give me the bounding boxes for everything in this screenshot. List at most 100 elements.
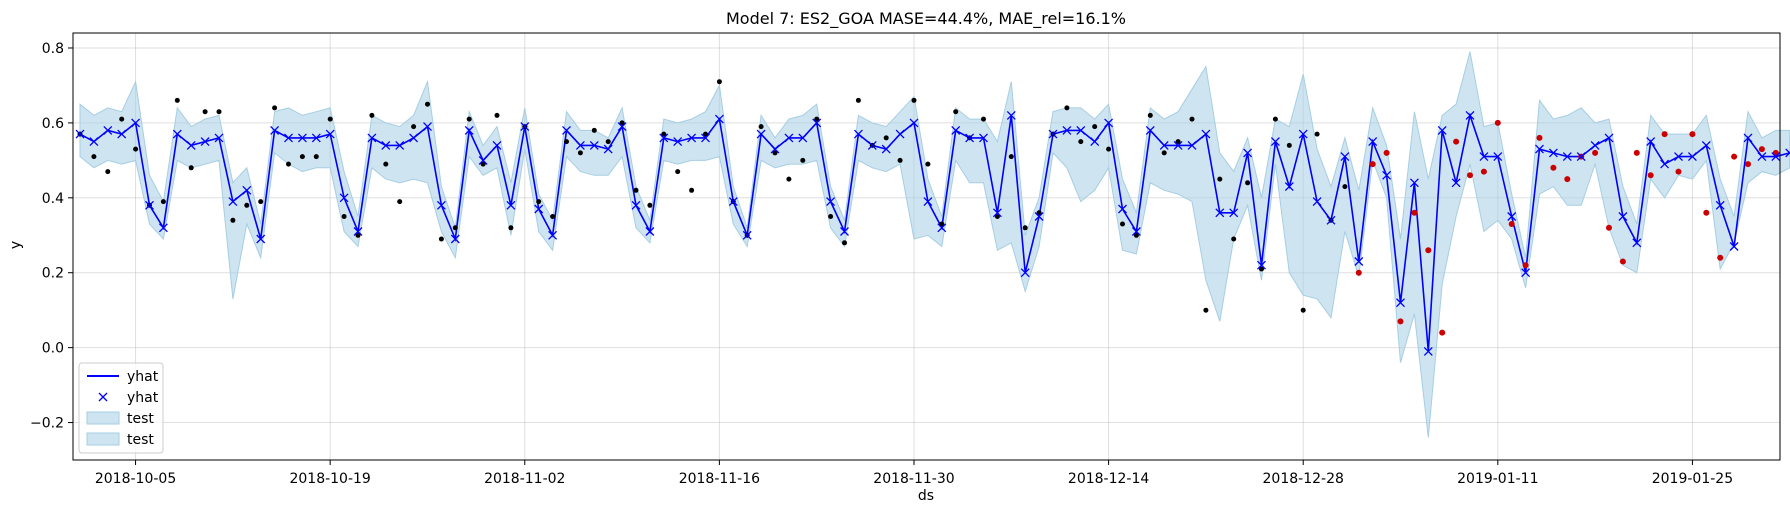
x-tick-label: 2019-01-11 [1457, 471, 1538, 487]
test-point [1703, 209, 1710, 216]
observed-point [633, 187, 639, 193]
observed-point [411, 124, 417, 130]
test-point [1369, 161, 1376, 168]
legend-label: test [127, 411, 154, 427]
forecast-marker [1382, 170, 1392, 180]
observed-point [855, 97, 861, 103]
y-tick-label: 0.0 [42, 341, 64, 357]
forecast-line [79, 112, 1790, 352]
observed-point [133, 146, 139, 152]
forecast-marker [1757, 152, 1767, 162]
observed-point [1259, 266, 1264, 272]
observed-point [480, 161, 486, 167]
forecast-marker [1368, 137, 1378, 147]
observed-point [466, 116, 472, 122]
forecast-marker [631, 200, 641, 210]
observed-point [1217, 176, 1223, 182]
legend: yhat yhat test test [78, 362, 164, 454]
observed-point [842, 240, 847, 246]
observed-point [619, 120, 625, 126]
forecast-marker [1215, 208, 1225, 218]
forecast-marker [1632, 238, 1642, 248]
y-tick-label: 0.2 [42, 266, 64, 282]
observed-point [494, 112, 500, 118]
test-point [1355, 269, 1362, 276]
observed-point [675, 169, 681, 175]
forecast-marker [742, 230, 752, 240]
test-point [1675, 168, 1682, 175]
forecast-marker [1340, 152, 1350, 162]
observed-point [1064, 105, 1070, 111]
test-point [1647, 172, 1654, 179]
observed-point [1092, 124, 1098, 130]
forecast-marker [1270, 137, 1280, 147]
observed-point [397, 199, 403, 205]
forecast-marker [784, 133, 794, 143]
observed-point [425, 101, 430, 107]
forecast-marker [1173, 140, 1183, 150]
test-point [1606, 224, 1612, 231]
forecast-marker [1521, 268, 1531, 278]
plot-area [72, 32, 1781, 461]
legend-label: test [127, 432, 154, 448]
forecast-marker [1187, 140, 1197, 150]
forecast-marker [1284, 182, 1294, 192]
forecast-marker [701, 133, 710, 143]
forecast-marker [1590, 140, 1600, 150]
forecast-marker [923, 197, 933, 207]
test-point [1745, 161, 1751, 168]
forecast-marker [200, 137, 210, 147]
forecast-marker [1118, 204, 1127, 214]
forecast-marker [381, 140, 391, 150]
test-point [1592, 149, 1599, 156]
observed-point [1106, 146, 1112, 152]
forecast-marker [478, 155, 488, 165]
observed-point [299, 154, 305, 160]
y-axis-ticks: −0.2 0.0 0.2 0.4 0.6 0.8 [30, 41, 73, 432]
chart-title: Model 7: ES2_GOA MASE=44.4%, MAE_rel=16.… [726, 9, 1126, 29]
y-tick-label: 0.8 [42, 41, 64, 57]
forecast-marker [1646, 137, 1656, 147]
forecast-marker [1687, 152, 1697, 162]
observed-point [1203, 307, 1209, 313]
observed-point [313, 154, 319, 160]
observed-point [452, 225, 458, 231]
grid-lines [73, 33, 1780, 460]
y-axis-label: y [8, 241, 24, 249]
forecast-marker [228, 197, 238, 207]
forecast-marker [117, 129, 127, 139]
forecast-marker [297, 133, 307, 143]
forecast-marker [562, 125, 571, 135]
forecast-marker [492, 140, 502, 150]
observed-point [758, 124, 764, 130]
observed-point [91, 154, 97, 160]
confidence-band [79, 51, 1790, 438]
forecast-marker [937, 223, 947, 233]
observed-point [703, 131, 708, 137]
x-tick-label: 2018-11-16 [679, 471, 760, 487]
forecast-marker [1507, 212, 1517, 221]
observed-point [1314, 131, 1320, 137]
forecast-marker [1354, 257, 1364, 266]
observed-point [716, 79, 722, 85]
observed-point [953, 109, 959, 115]
forecast-marker [325, 129, 335, 139]
forecast-marker [1409, 178, 1419, 188]
forecast-marker [1034, 212, 1044, 221]
forecast-marker [867, 140, 877, 150]
observed-point [647, 202, 653, 208]
forecast-marker [895, 129, 905, 139]
forecast-marker [645, 227, 655, 236]
test-point [1619, 258, 1626, 265]
forecast-marker [1576, 152, 1586, 162]
forecast-marker [270, 125, 280, 135]
observed-point [327, 116, 333, 122]
forecast-marker [436, 200, 446, 210]
forecast-marker [1062, 125, 1072, 135]
forecast-marker [256, 234, 266, 244]
observed-point [883, 135, 889, 141]
forecast-marker [881, 144, 891, 154]
forecast-marker [506, 200, 516, 210]
observed-point [1272, 116, 1278, 122]
x-tick-label: 2019-01-25 [1652, 471, 1733, 487]
